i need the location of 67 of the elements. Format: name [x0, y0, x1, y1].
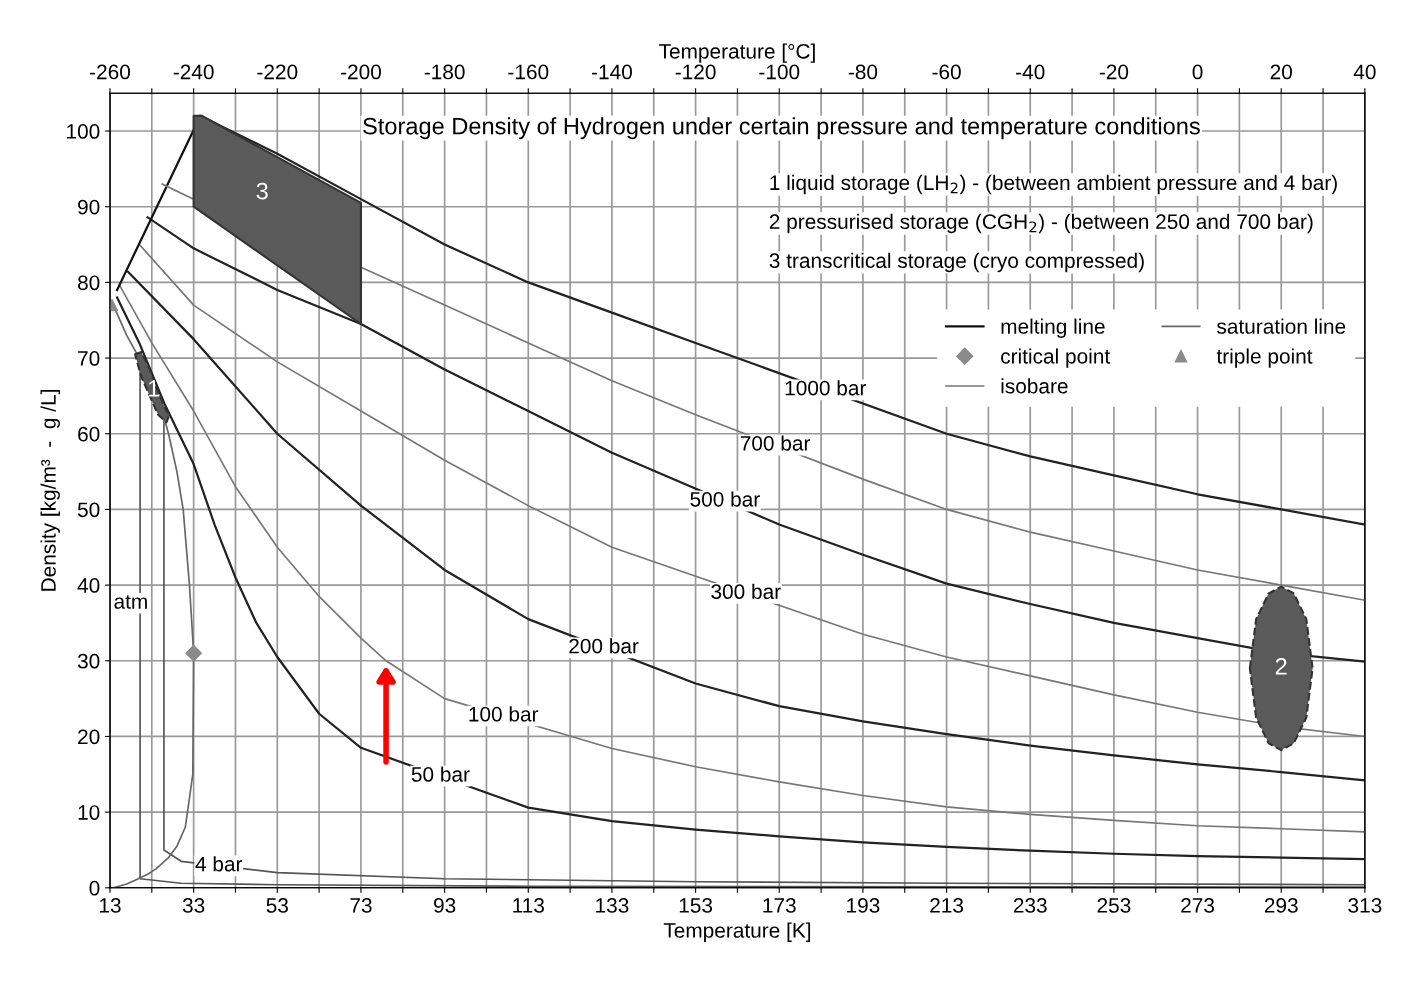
x-tick-label: 173	[763, 898, 796, 913]
series-label: 1	[148, 380, 159, 397]
y-tick-label: 60	[78, 426, 100, 442]
x2-tick-label: -60	[932, 64, 961, 80]
annotation: 50 bar	[411, 766, 470, 782]
x-tick-label: 73	[350, 898, 372, 913]
y-tick-label: 70	[78, 351, 100, 366]
x-tick-label: 13	[99, 898, 121, 913]
y-tick-label: 80	[77, 275, 100, 291]
annotation: 100 bar	[469, 706, 539, 722]
annotation: 3 transcritical storage (cryo compressed)	[769, 252, 1144, 273]
y-tick-label: 20	[78, 729, 100, 745]
y-axis-title: Density [kg/m³ - g /L]	[40, 390, 60, 591]
x-tick-label: 153	[679, 898, 713, 913]
series-label: 3	[256, 182, 268, 200]
legend-label: saturation line	[1217, 318, 1346, 334]
x-tick-label: 233	[1013, 898, 1047, 913]
annotation: 2 pressurised storage (CGH$_{2}$) - (between 250 and 700 bar)	[769, 213, 1313, 234]
legend-label: isobare	[1001, 378, 1068, 394]
x-tick-label: 193	[847, 898, 880, 913]
annotation: 1 liquid storage (LH$_{2}$) - (between ambient pressure and 4 bar)	[770, 174, 1337, 195]
x-tick-label: 213	[930, 898, 964, 913]
legend-label: melting line	[1001, 318, 1105, 338]
x-tick-label: 53	[266, 898, 288, 913]
y-tick-label: 10	[78, 805, 100, 820]
x2-tick-label: 0	[1192, 64, 1203, 80]
x-tick-label: 133	[596, 898, 629, 913]
x2-tick-label: -80	[848, 64, 878, 80]
x-tick-label: 293	[1264, 898, 1298, 913]
annotation: 300 bar	[711, 583, 781, 600]
x-tick-label: 313	[1348, 898, 1382, 913]
x2-tick-label: -140	[592, 64, 632, 80]
x-tick-label: 253	[1097, 898, 1131, 913]
annotation: atm	[114, 595, 147, 609]
x2-tick-label: -180	[424, 64, 465, 80]
text: Storage Density of Hydrogen under certain pressure and temperature conditions	[363, 117, 1200, 140]
y-tick-label: 40	[77, 578, 100, 593]
x2-tick-label: -200	[341, 64, 381, 80]
x2-tick-label: -260	[90, 64, 131, 80]
y-tick-label: 0	[89, 880, 100, 896]
x2-tick-label: -220	[257, 64, 298, 80]
annotation: 1000 bar	[785, 380, 867, 396]
x2-tick-label: -40	[1016, 64, 1045, 80]
x2-tick-label: -160	[508, 64, 549, 80]
x2-tick-label: -240	[173, 64, 214, 80]
x-axis-title: Temperature [K]	[663, 922, 811, 942]
legend-label: triple point	[1216, 348, 1313, 368]
y-tick-label: 90	[78, 199, 100, 215]
x-tick-label: 273	[1181, 898, 1215, 913]
annotation: 500 bar	[690, 491, 760, 507]
x2-tick-label: -100	[759, 64, 800, 80]
annotation: 4 bar	[195, 856, 243, 872]
y-tick-label: 50	[77, 502, 100, 518]
x2-tick-label: -20	[1099, 64, 1129, 80]
annotation: 700 bar	[740, 435, 811, 451]
annotation: 200 bar	[569, 638, 639, 654]
legend-label: critical point	[1001, 348, 1111, 368]
x2-tick-label: 40	[1353, 64, 1376, 80]
x2-axis-title: Temperature [°C]	[659, 43, 815, 63]
x-tick-label: 93	[434, 898, 456, 913]
x2-tick-label: 20	[1270, 64, 1292, 80]
series-label: 2	[1275, 657, 1287, 675]
x-tick-label: 33	[182, 898, 205, 913]
x-tick-label: 113	[513, 898, 544, 913]
x2-tick-label: -120	[675, 64, 716, 80]
y-tick-label: 30	[77, 653, 100, 669]
y-tick-label: 100	[67, 124, 100, 139]
